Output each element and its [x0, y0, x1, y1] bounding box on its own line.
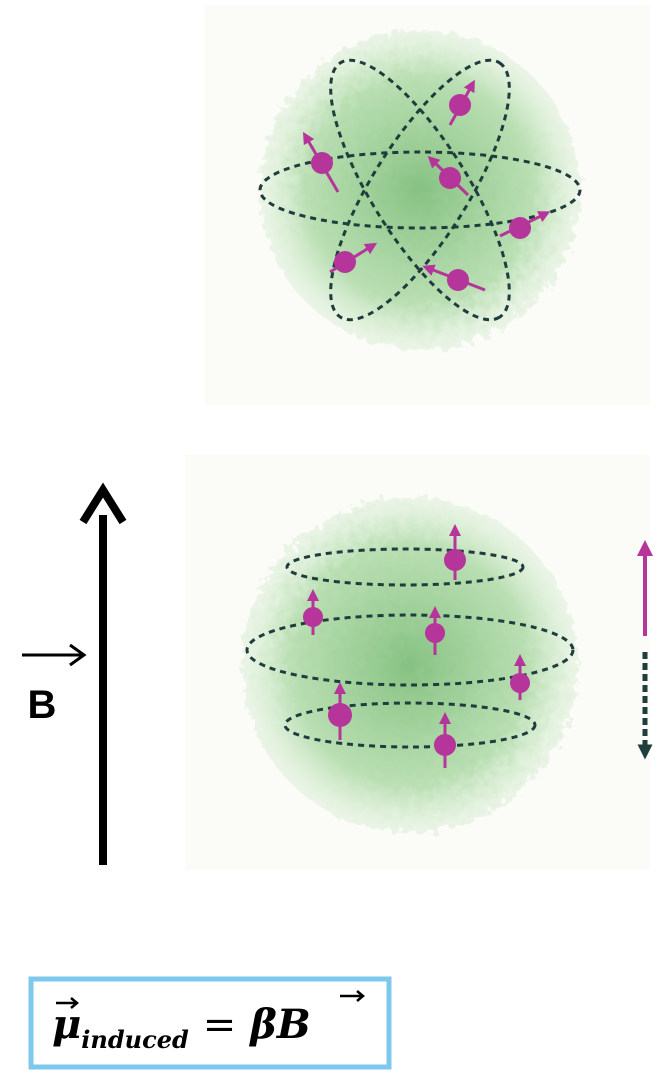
coefficient: β: [248, 1001, 277, 1048]
field-arrow: B: [22, 482, 127, 865]
field: B: [276, 1001, 311, 1048]
atom-unaligned: [205, 5, 650, 405]
formula: μinduced = βB: [52, 1001, 311, 1054]
subscript: induced: [81, 1025, 189, 1054]
field-label: B: [28, 683, 57, 727]
equals: =: [203, 1002, 237, 1048]
formula-box: μinduced = βB: [28, 976, 392, 1070]
moment: μ: [52, 1001, 81, 1048]
atom-aligned: [185, 455, 653, 870]
